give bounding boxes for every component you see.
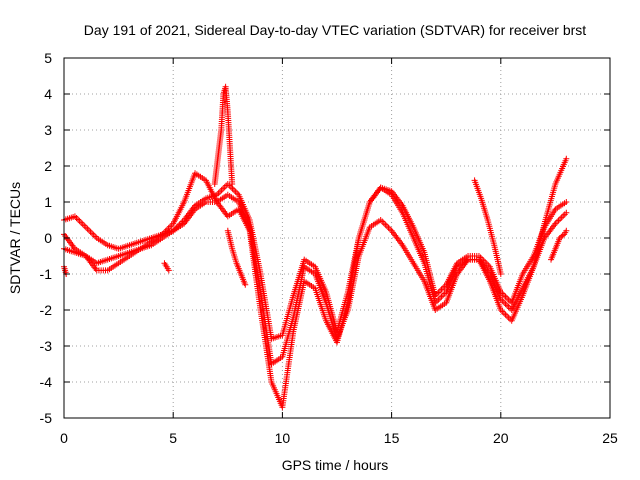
y-tick-label: -4 <box>40 374 53 390</box>
data-point <box>242 281 249 288</box>
y-tick-label: -1 <box>40 266 53 282</box>
y-tick-label: 0 <box>44 230 52 246</box>
series-blip-4_5h <box>161 260 172 274</box>
data-point <box>563 155 570 162</box>
y-tick-label: -3 <box>40 338 53 354</box>
series-spike-7h <box>211 83 236 187</box>
data-point <box>497 271 504 277</box>
grid-lines <box>64 58 610 418</box>
series-segment-23h <box>548 227 570 263</box>
data-point <box>229 181 236 187</box>
y-tick-label: -5 <box>40 410 53 426</box>
series-drop-8h <box>224 227 249 288</box>
x-tick-label: 5 <box>169 430 177 446</box>
series-track-3 <box>61 155 570 411</box>
x-tick-label: 20 <box>493 430 509 446</box>
y-tick-label: 5 <box>44 50 52 66</box>
y-axis-label: SDTVAR / TECUs <box>7 182 23 294</box>
y-tick-label: 3 <box>44 122 52 138</box>
x-tick-label: 10 <box>275 430 291 446</box>
x-tick-label: 25 <box>602 430 618 446</box>
data-points <box>61 83 570 411</box>
x-tick-label: 15 <box>384 430 400 446</box>
series-track-2 <box>61 191 570 367</box>
y-tick-label: -2 <box>40 302 53 318</box>
chart-title: Day 191 of 2021, Sidereal Day-to-day VTE… <box>84 22 586 38</box>
data-point <box>563 209 570 216</box>
data-point <box>563 227 570 234</box>
data-point <box>559 232 566 239</box>
y-tick-label: 2 <box>44 158 52 174</box>
y-tick-label: 4 <box>44 86 52 102</box>
x-tick-label: 0 <box>60 430 68 446</box>
data-point <box>563 199 570 205</box>
series-segment-19h <box>471 177 504 277</box>
y-tick-label: 1 <box>44 194 52 210</box>
x-axis-label: GPS time / hours <box>282 457 389 473</box>
data-point <box>165 267 172 274</box>
